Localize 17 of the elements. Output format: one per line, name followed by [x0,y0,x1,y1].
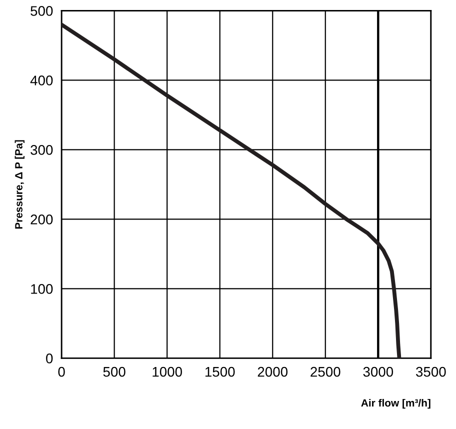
x-tick-label: 3500 [416,366,446,377]
y-tick-label: 400 [30,76,53,86]
x-tick-label: 2000 [258,366,288,377]
x-axis-title: Air flow [m³/h] [361,398,430,409]
y-tick-label: 500 [30,6,53,16]
x-tick-label: 2500 [310,366,340,377]
x-tick-label: 1500 [205,366,235,377]
x-tick-label: 500 [103,366,126,377]
x-tick-label: 3000 [363,366,394,377]
line-series [62,22,402,358]
y-tick-label: 200 [30,214,53,224]
x-tick-label: 0 [58,366,65,377]
y-tick-label: 100 [31,284,53,294]
y-tick-label: 300 [30,145,53,155]
y-axis-title: Pressure, Δ P [Pa] [14,140,24,229]
y-tick-label: 0 [46,354,53,364]
x-tick-label: 1000 [152,366,182,377]
